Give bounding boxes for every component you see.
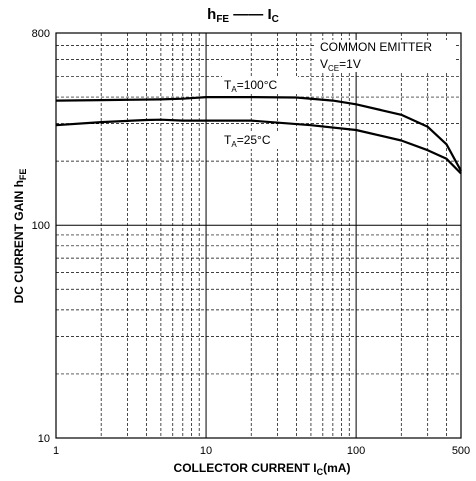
series-line-100c <box>55 95 462 172</box>
y-tick-label: 100 <box>32 220 50 232</box>
svg-text:TA=100°C: TA=100°C <box>224 78 278 94</box>
x-axis-label: COLLECTOR CURRENT IC(mA) <box>174 461 351 477</box>
x-tick-label: 10 <box>200 445 212 457</box>
annotation-line1: COMMON EMITTER <box>320 40 432 54</box>
title-h: h <box>207 6 216 23</box>
title-h-sub: FE <box>216 14 229 25</box>
title-i: I <box>267 6 271 23</box>
x-tick-label: 500 <box>452 445 470 457</box>
series-label-100c: TA=100°C <box>222 76 298 94</box>
series-line-25c <box>55 118 462 175</box>
chart-title: hFE —— IC <box>207 6 279 25</box>
y-axis-label: DC CURRENT GAIN hFE <box>12 169 28 304</box>
title-i-sub: C <box>272 14 279 25</box>
series-lines <box>55 95 462 175</box>
plot-frame <box>55 32 462 439</box>
y-tick-label: 800 <box>32 28 50 40</box>
annotation-box: COMMON EMITTER VCE=1V <box>316 40 456 73</box>
x-tick-label: 1 <box>53 445 59 457</box>
svg-text:TA=25°C: TA=25°C <box>224 133 271 149</box>
x-tick-label: 100 <box>347 445 365 457</box>
title-sep: —— <box>233 6 263 23</box>
annotation-line2: VCE=1V <box>320 57 361 73</box>
series-label-25c: TA=25°C <box>222 131 284 149</box>
y-tick-label: 10 <box>38 433 50 445</box>
